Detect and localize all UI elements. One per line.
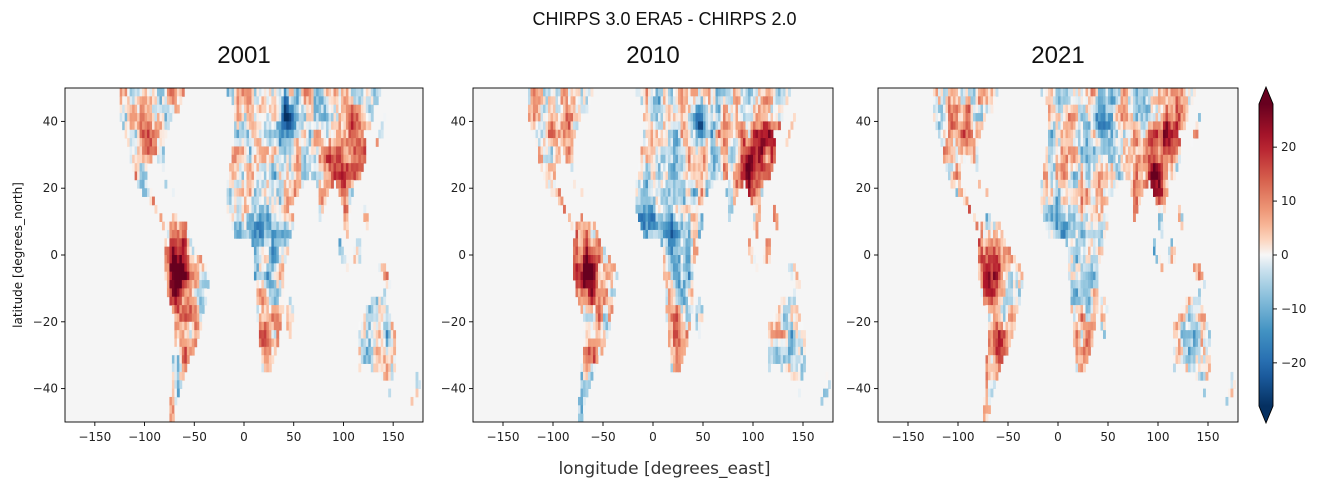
heatmap-cells-3 [933,88,1236,422]
y-tick-label: −20 [441,315,466,329]
x-tick-label: −150 [487,430,520,444]
y-tick-label: 40 [43,114,58,128]
colorbar-extend-max [1259,87,1273,104]
map-panel-1: −150 −100 −50 0 50 100 150 40 20 0 −20 −40 2001 [33,42,424,444]
x-tick-label: 150 [382,430,405,444]
map-panel-3: −150 −100 −50 0 50 100 150 40 20 0 −20 −40 2021 [846,42,1239,444]
x-tick-label: −50 [590,430,615,444]
colorbar-frame [1258,85,1274,425]
x-tick-label: 0 [240,430,248,444]
colorbar-tick-label: 10 [1281,194,1296,208]
colorbar-tick-label: 20 [1281,140,1296,154]
x-tick-label: −100 [128,430,161,444]
y-tick-label: 0 [863,248,871,262]
colorbar: 20 10 0 −10 −20 [1258,85,1306,425]
map-panel-2: −150 −100 −50 0 50 100 150 40 20 0 −20 −40 2010 [441,42,834,444]
x-tick-label: 50 [1100,430,1115,444]
colorbar-tick-label: −10 [1281,302,1306,316]
heatmap-cells-1 [119,88,421,422]
x-tick-label: 0 [649,430,657,444]
y-tick-label: −40 [846,382,871,396]
panel-title-3: 2021 [1031,42,1084,69]
x-tick-label: 0 [1054,430,1062,444]
x-tick-label: −150 [78,430,111,444]
y-tick-label: 40 [451,114,466,128]
colorbar-extend-min [1259,406,1273,423]
colorbar-gradient [1259,104,1273,406]
x-tick-label: 50 [286,430,301,444]
colorbar-tick-label: 0 [1281,248,1289,262]
x-tick-label: 100 [742,430,765,444]
x-tick-label: 100 [332,430,355,444]
colorbar-tick-label: −20 [1281,356,1306,370]
x-tick-label: 150 [792,430,815,444]
x-tick-label: −50 [995,430,1020,444]
y-tick-label: −40 [33,382,58,396]
y-tick-label: 0 [50,248,58,262]
y-tick-label: −40 [441,382,466,396]
y-tick-label: 20 [856,181,871,195]
y-tick-label: −20 [846,315,871,329]
x-tick-label: −150 [892,430,925,444]
x-tick-label: −100 [942,430,975,444]
x-tick-label: −100 [537,430,570,444]
x-tick-label: 150 [1197,430,1220,444]
x-axis-label: longitude [degrees_east] [558,459,771,479]
panel-title-2: 2010 [626,42,679,69]
y-tick-label: 0 [458,248,466,262]
y-tick-label: 20 [451,181,466,195]
heatmap-cells-2 [528,88,831,422]
x-tick-label: −50 [182,430,207,444]
figure-title: CHIRPS 3.0 ERA5 - CHIRPS 2.0 [532,9,797,29]
x-tick-label: 50 [695,430,710,444]
y-tick-label: −20 [33,315,58,329]
y-tick-label: 40 [856,114,871,128]
x-tick-label: 100 [1147,430,1170,444]
panel-title-1: 2001 [217,42,270,69]
y-tick-label: 20 [43,181,58,195]
